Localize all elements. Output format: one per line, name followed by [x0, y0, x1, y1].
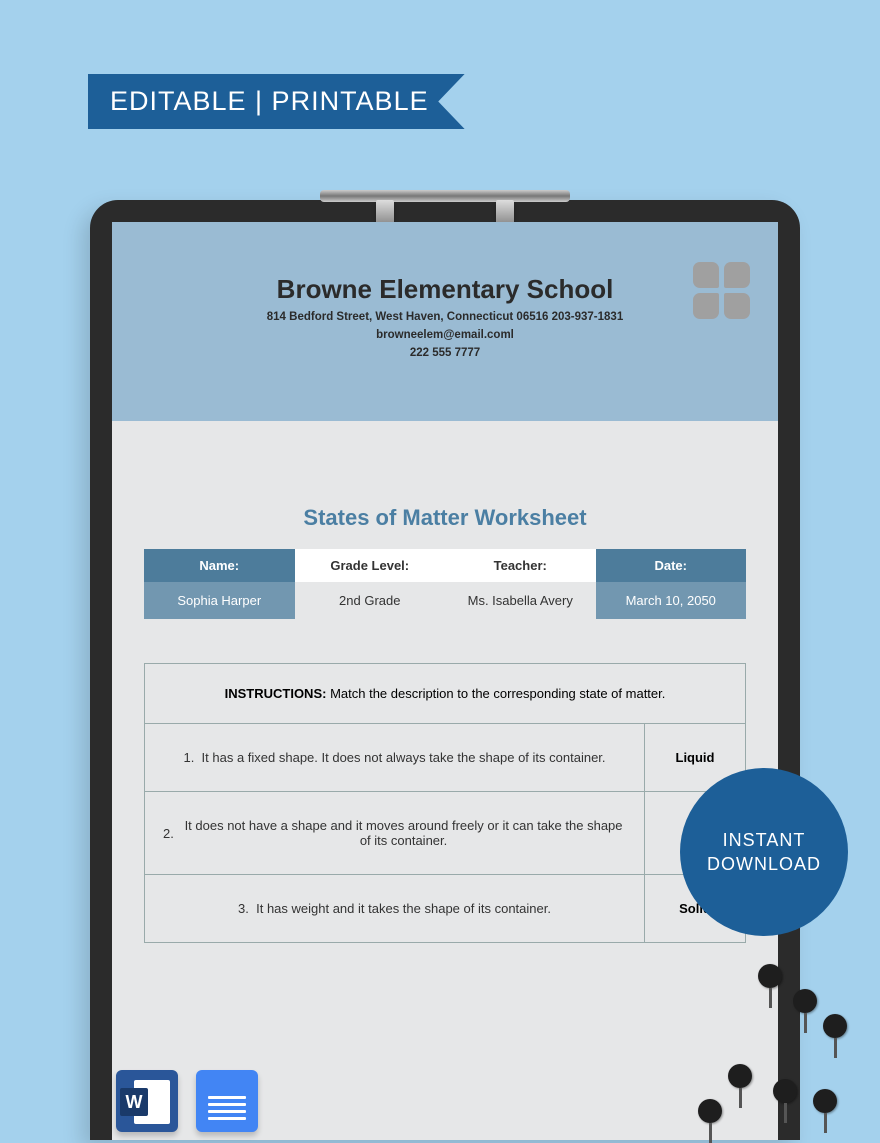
row-num: 2. — [163, 826, 174, 841]
push-pins-decor — [608, 934, 858, 1134]
col-date: Date: — [596, 549, 747, 582]
school-email: browneelem@email.coml — [132, 329, 758, 341]
instant-download-badge[interactable]: INSTANT DOWNLOAD — [680, 768, 848, 936]
col-name: Name: — [144, 549, 295, 582]
col-teacher: Teacher: — [445, 549, 596, 582]
ribbon-banner: EDITABLE | PRINTABLE — [88, 74, 465, 129]
instructions-text: Match the description to the correspondi… — [330, 686, 665, 701]
instructions-row: INSTRUCTIONS: Match the description to t… — [145, 664, 745, 724]
worksheet-title: States of Matter Worksheet — [112, 505, 778, 531]
table-row: 2. It does not have a shape and it moves… — [145, 792, 745, 875]
row-desc: It has weight and it takes the shape of … — [256, 901, 551, 916]
school-address: 814 Bedford Street, West Haven, Connecti… — [132, 311, 758, 323]
badge-line2: DOWNLOAD — [707, 852, 821, 876]
row-num: 1. — [183, 750, 194, 765]
school-phone: 222 555 7777 — [132, 347, 758, 359]
table-row: 1. It has a fixed shape. It does not alw… — [145, 724, 745, 792]
school-name: Browne Elementary School — [132, 274, 758, 305]
val-date: March 10, 2050 — [596, 582, 747, 619]
table-row: 3. It has weight and it takes the shape … — [145, 875, 745, 942]
school-logo-icon — [693, 262, 750, 319]
app-icons: W — [116, 1070, 258, 1132]
val-grade: 2nd Grade — [295, 582, 446, 619]
badge-line1: INSTANT — [723, 828, 806, 852]
word-letter: W — [120, 1088, 148, 1116]
info-table: Name: Grade Level: Teacher: Date: Sophia… — [144, 549, 746, 619]
ms-word-icon[interactable]: W — [116, 1070, 178, 1132]
val-name: Sophia Harper — [144, 582, 295, 619]
google-docs-icon[interactable] — [196, 1070, 258, 1132]
row-num: 3. — [238, 901, 249, 916]
col-grade: Grade Level: — [295, 549, 446, 582]
row-desc: It has a fixed shape. It does not always… — [202, 750, 606, 765]
row-desc: It does not have a shape and it moves ar… — [181, 818, 626, 848]
instructions-label: INSTRUCTIONS: — [225, 686, 327, 701]
val-teacher: Ms. Isabella Avery — [445, 582, 596, 619]
instructions-table: INSTRUCTIONS: Match the description to t… — [144, 663, 746, 943]
school-header: Browne Elementary School 814 Bedford Str… — [112, 222, 778, 421]
